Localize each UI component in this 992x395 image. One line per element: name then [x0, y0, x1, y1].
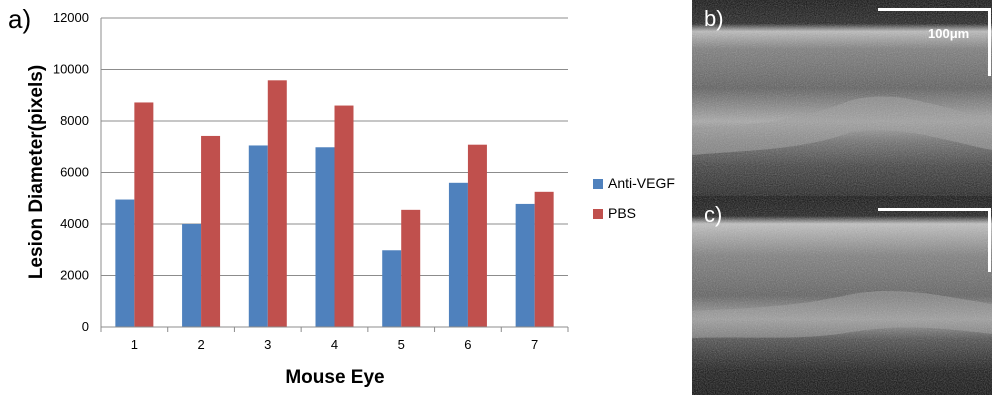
x-tick-label: 1 [131, 337, 138, 352]
bar-anti-vegf-7 [515, 203, 535, 327]
y-tick-label: 0 [82, 319, 89, 334]
y-tick-label: 12000 [53, 10, 89, 25]
bar-pbs-6 [467, 144, 487, 327]
bar-anti-vegf-1 [115, 199, 135, 327]
legend-swatch [593, 179, 603, 189]
bar-anti-vegf-5 [382, 250, 402, 327]
bar-pbs-3 [267, 80, 287, 327]
bar-pbs-7 [534, 191, 554, 327]
legend-swatch [593, 209, 603, 219]
x-axis-title: Mouse Eye [285, 367, 384, 388]
y-tick-label: 2000 [60, 268, 89, 283]
y-tick-label: 10000 [53, 62, 89, 77]
y-tick-label: 4000 [60, 216, 89, 231]
x-tick-label: 6 [464, 337, 471, 352]
legend-label: PBS [608, 205, 636, 221]
oct-scan-b [692, 0, 992, 196]
bar-pbs-1 [134, 102, 154, 328]
x-tick-label: 2 [197, 337, 204, 352]
y-tick-label: 6000 [60, 165, 89, 180]
bar-anti-vegf-4 [315, 147, 335, 327]
bar-anti-vegf-6 [448, 182, 468, 327]
oct-scan-c [692, 196, 992, 395]
panel-label-a: a) [8, 4, 31, 34]
y-tick-label: 8000 [60, 113, 89, 128]
x-tick-label: 5 [398, 337, 405, 352]
bar-chart: a) 0 2000 4000 6000 8000 10000 12000 1 2 3 4 5 6 7 Le… [8, 4, 675, 388]
bar-anti-vegf-2 [182, 224, 202, 327]
panel-label-c: c) [704, 202, 723, 227]
oct-image-b: b) 100μm [692, 0, 992, 196]
oct-image-c: c) [692, 196, 992, 395]
x-tick-label: 4 [331, 337, 338, 352]
bar-anti-vegf-3 [248, 145, 268, 327]
bar-pbs-4 [334, 105, 354, 327]
y-axis-title: Lesion Diameter(pixels) [26, 65, 47, 279]
bar-pbs-5 [401, 209, 421, 327]
scale-bar-label: 100μm [928, 26, 970, 41]
bar-pbs-2 [201, 135, 221, 327]
legend-label: Anti-VEGF [608, 175, 675, 191]
x-tick-label: 3 [264, 337, 271, 352]
panel-label-b: b) [704, 6, 724, 31]
x-tick-label: 7 [531, 337, 538, 352]
